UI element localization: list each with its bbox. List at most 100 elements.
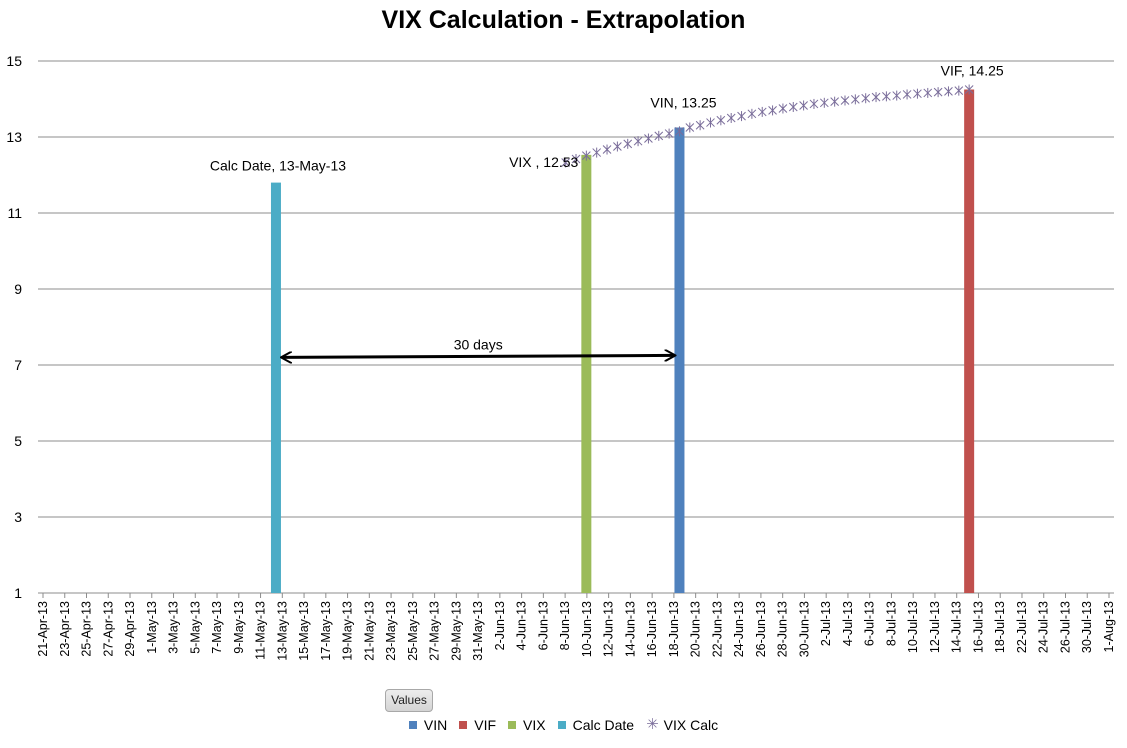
vix-calc-point — [757, 106, 767, 117]
bar-calc-date — [270, 182, 281, 593]
vix-calc-point — [602, 144, 612, 155]
bar-vin — [674, 127, 685, 593]
x-tick-label: 29-Apr-13 — [123, 601, 137, 657]
y-tick-label: 15 — [6, 53, 22, 69]
vix-calc-point — [675, 126, 684, 137]
vix-calc-point — [944, 86, 953, 97]
x-tick-label: 30-Jul-13 — [1080, 601, 1094, 653]
vix-calc-point — [799, 100, 808, 111]
x-tick-label: 14-Jun-13 — [623, 601, 637, 657]
x-tick-label: 11-May-13 — [254, 601, 268, 660]
vix-calc-point — [664, 128, 674, 139]
vix-calc-point — [964, 84, 974, 95]
x-tick-label: 4-Jun-13 — [515, 601, 529, 650]
vix-calc-point — [819, 97, 829, 108]
legend-swatch — [508, 721, 517, 729]
legend-label: VIX — [523, 717, 546, 733]
vix-calc-point — [768, 105, 777, 116]
legend-swatch — [408, 721, 417, 729]
x-tick-label: 22-Jun-13 — [710, 601, 724, 657]
x-tick-label: 8-Jun-13 — [558, 601, 572, 650]
x-tick-label: 30-Jun-13 — [797, 601, 811, 657]
vix-calc-point — [850, 94, 860, 105]
vix-calc-point — [685, 122, 695, 133]
x-tick-label: 21-Apr-13 — [36, 601, 50, 657]
vix-calc-point — [913, 88, 922, 99]
legend-swatch — [557, 721, 566, 729]
x-tick-label: 19-May-13 — [341, 601, 355, 661]
x-tick-label: 4-Jul-13 — [841, 601, 855, 646]
legend-item-vin: VIN — [408, 717, 448, 733]
vix-calc-point — [613, 141, 622, 152]
vix-calc-point — [695, 120, 705, 131]
data-label-calc-date: Calc Date, 13-May-13 — [210, 158, 346, 174]
legend-item-vif: VIF — [459, 717, 496, 733]
legend-marker-star: ✳ — [646, 716, 659, 733]
x-tick-label: 24-Jun-13 — [732, 601, 746, 657]
x-tick-label: 3-May-13 — [167, 601, 181, 654]
vix-calc-point — [737, 111, 746, 122]
vix-calc-point — [778, 103, 788, 114]
vix-calc-point — [871, 92, 881, 103]
legend-label: VIN — [423, 717, 448, 733]
vix-calc-point — [623, 138, 633, 149]
x-tick-label: 2-Jul-13 — [819, 601, 833, 646]
legend-label: VIF — [474, 717, 497, 733]
x-tick-label: 31-May-13 — [471, 601, 485, 661]
x-tick-label: 28-Jun-13 — [776, 601, 790, 657]
x-tick-label: 1-Aug-13 — [1102, 601, 1116, 652]
x-tick-label: 27-May-13 — [428, 601, 442, 661]
legend-label: Calc Date — [572, 717, 635, 733]
x-tick-label: 8-Jul-13 — [884, 601, 898, 646]
vix-calc-point — [809, 98, 819, 109]
x-tick-label: 17-May-13 — [319, 601, 333, 661]
y-tick-label: 5 — [14, 433, 22, 449]
y-tick-label: 3 — [14, 509, 22, 525]
x-tick-label: 6-Jun-13 — [536, 601, 550, 650]
vix-calc-point — [592, 147, 602, 158]
vix-calc-point — [933, 87, 943, 98]
vix-calc-point — [581, 150, 591, 161]
x-tick-label: 6-Jul-13 — [863, 601, 877, 646]
x-tick-label: 14-Jul-13 — [950, 601, 964, 653]
chart-legend: VIN VIF VIX Calc Date ✳ VIX Calc — [0, 717, 1127, 733]
vix-calc-point — [882, 91, 891, 102]
bar-vif — [964, 89, 975, 593]
x-tick-label: 20-Jun-13 — [689, 601, 703, 657]
vix-calc-point — [747, 108, 757, 119]
x-tick-label: 23-May-13 — [384, 601, 398, 661]
x-tick-label: 27-Apr-13 — [101, 601, 115, 657]
vix-calc-point — [726, 113, 736, 123]
vix-calc-point — [654, 130, 664, 141]
x-tick-label: 9-May-13 — [232, 601, 246, 654]
vix-calc-point — [840, 95, 850, 106]
thirty-day-label: 30 days — [454, 336, 503, 352]
x-tick-label: 24-Jul-13 — [1037, 601, 1051, 653]
y-tick-label: 7 — [14, 357, 22, 373]
legend-item-vix: VIX — [508, 717, 546, 733]
vix-calc-point — [633, 136, 643, 147]
vix-calc-point — [706, 117, 715, 128]
thirty-day-arrow — [282, 355, 675, 357]
vix-calc-point — [892, 90, 902, 101]
x-tick-label: 5-May-13 — [188, 601, 202, 654]
x-tick-label: 26-Jun-13 — [754, 601, 768, 657]
vix-calc-point — [830, 96, 840, 107]
vix-calc-point — [788, 101, 798, 112]
y-tick-label: 1 — [14, 585, 22, 601]
x-tick-label: 10-Jun-13 — [580, 601, 594, 657]
values-field-button[interactable]: Values — [385, 689, 433, 712]
vix-calc-point — [571, 154, 581, 165]
bar-vix — [581, 154, 592, 594]
x-tick-label: 18-Jul-13 — [993, 601, 1007, 653]
vix-calc-point — [923, 87, 933, 98]
x-tick-label: 21-May-13 — [362, 601, 376, 661]
x-tick-label: 18-Jun-13 — [667, 601, 681, 657]
x-tick-label: 22-Jul-13 — [1015, 601, 1029, 653]
x-tick-label: 16-Jun-13 — [645, 601, 659, 657]
y-tick-label: 13 — [6, 129, 22, 145]
legend-item-calc-date: Calc Date — [557, 717, 635, 733]
x-tick-label: 26-Jul-13 — [1058, 601, 1072, 653]
legend-item-vix-calc: ✳ VIX Calc — [646, 717, 718, 733]
